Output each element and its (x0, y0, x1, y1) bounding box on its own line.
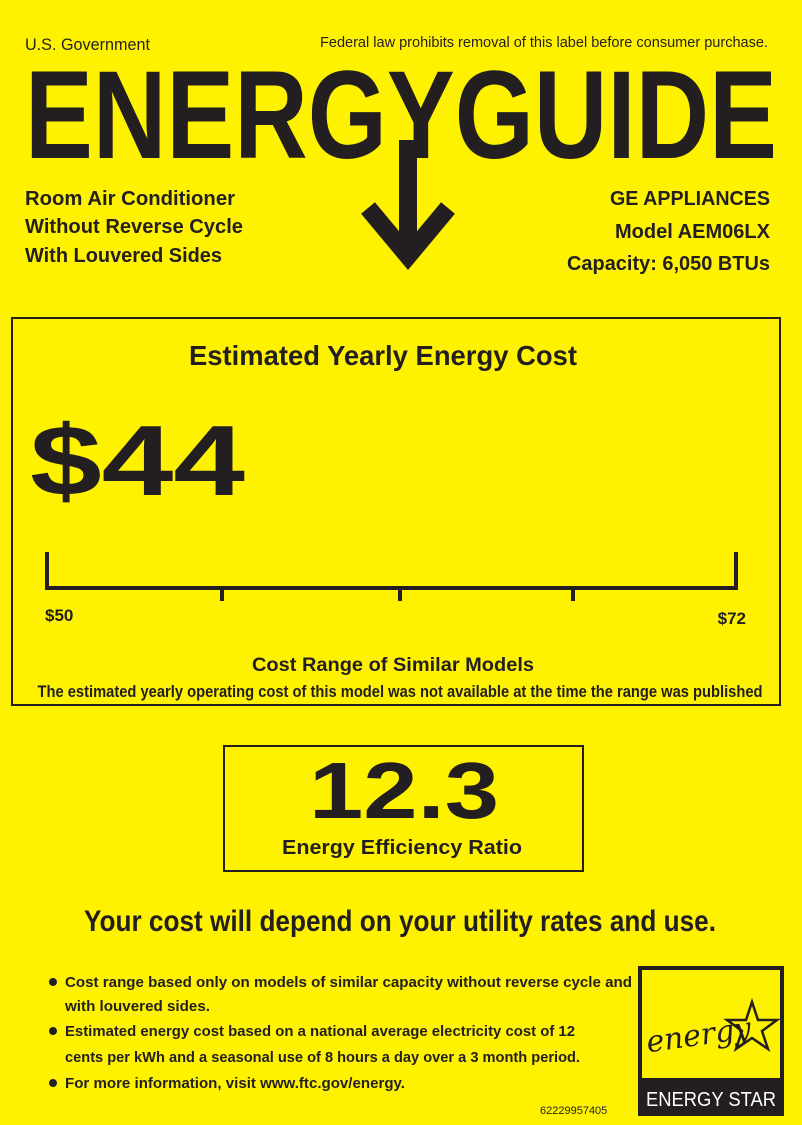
bullet-dot (49, 1079, 57, 1087)
manufacturer: GE APPLIANCES Model AEM06LX Capacity: 6,… (567, 188, 771, 275)
manufacturer-line: Model AEM06LX (615, 221, 771, 243)
product-line: Room Air Conditioner (25, 188, 235, 210)
agency: U.S. Government (25, 35, 150, 54)
bullet-dot (49, 1027, 57, 1035)
notice: Federal law prohibits removal of this la… (320, 34, 768, 51)
range-note: The estimated yearly operating cost of t… (38, 682, 763, 701)
bullet-line: Estimated energy cost based on a nationa… (65, 1023, 575, 1040)
product-line: Without Reverse Cycle (25, 216, 243, 238)
efficiency-value: 12.3 (309, 746, 499, 835)
cost-box (11, 317, 781, 706)
cost-scale (45, 552, 738, 601)
product-line: With Louvered Sides (25, 245, 222, 267)
tagline: Your cost will depend on your utility ra… (84, 905, 716, 938)
product: Room Air Conditioner Without Reverse Cyc… (25, 188, 243, 267)
bullet-line: cents per kWh and a seasonal use of 8 ho… (65, 1049, 580, 1066)
energy-star-label: ENERGY STAR (646, 1089, 776, 1111)
bullet-line: with louvered sides. (64, 998, 210, 1015)
label-code: 62229957405 (540, 1105, 607, 1117)
bullets: Cost range based only on models of simil… (49, 974, 632, 1092)
range-title: Cost Range of Similar Models (252, 655, 534, 676)
efficiency-box (223, 745, 584, 872)
energy-star-logo: energy ENERGY STAR (638, 966, 784, 1116)
manufacturer-line: GE APPLIANCES (610, 188, 770, 210)
range-high: $72 (718, 609, 746, 628)
cost-title: Estimated Yearly Energy Cost (189, 340, 577, 371)
range-low: $50 (45, 606, 73, 625)
bullet-dot (49, 978, 57, 986)
bullet-line: For more information, visit www.ftc.gov/… (65, 1075, 405, 1092)
bullet-line: Cost range based only on models of simil… (65, 974, 632, 991)
efficiency-label: Energy Efficiency Ratio (282, 837, 522, 859)
arrow (361, 140, 455, 271)
manufacturer-line: Capacity: 6,050 BTUs (567, 253, 770, 275)
cost-value: $44 (30, 405, 245, 517)
